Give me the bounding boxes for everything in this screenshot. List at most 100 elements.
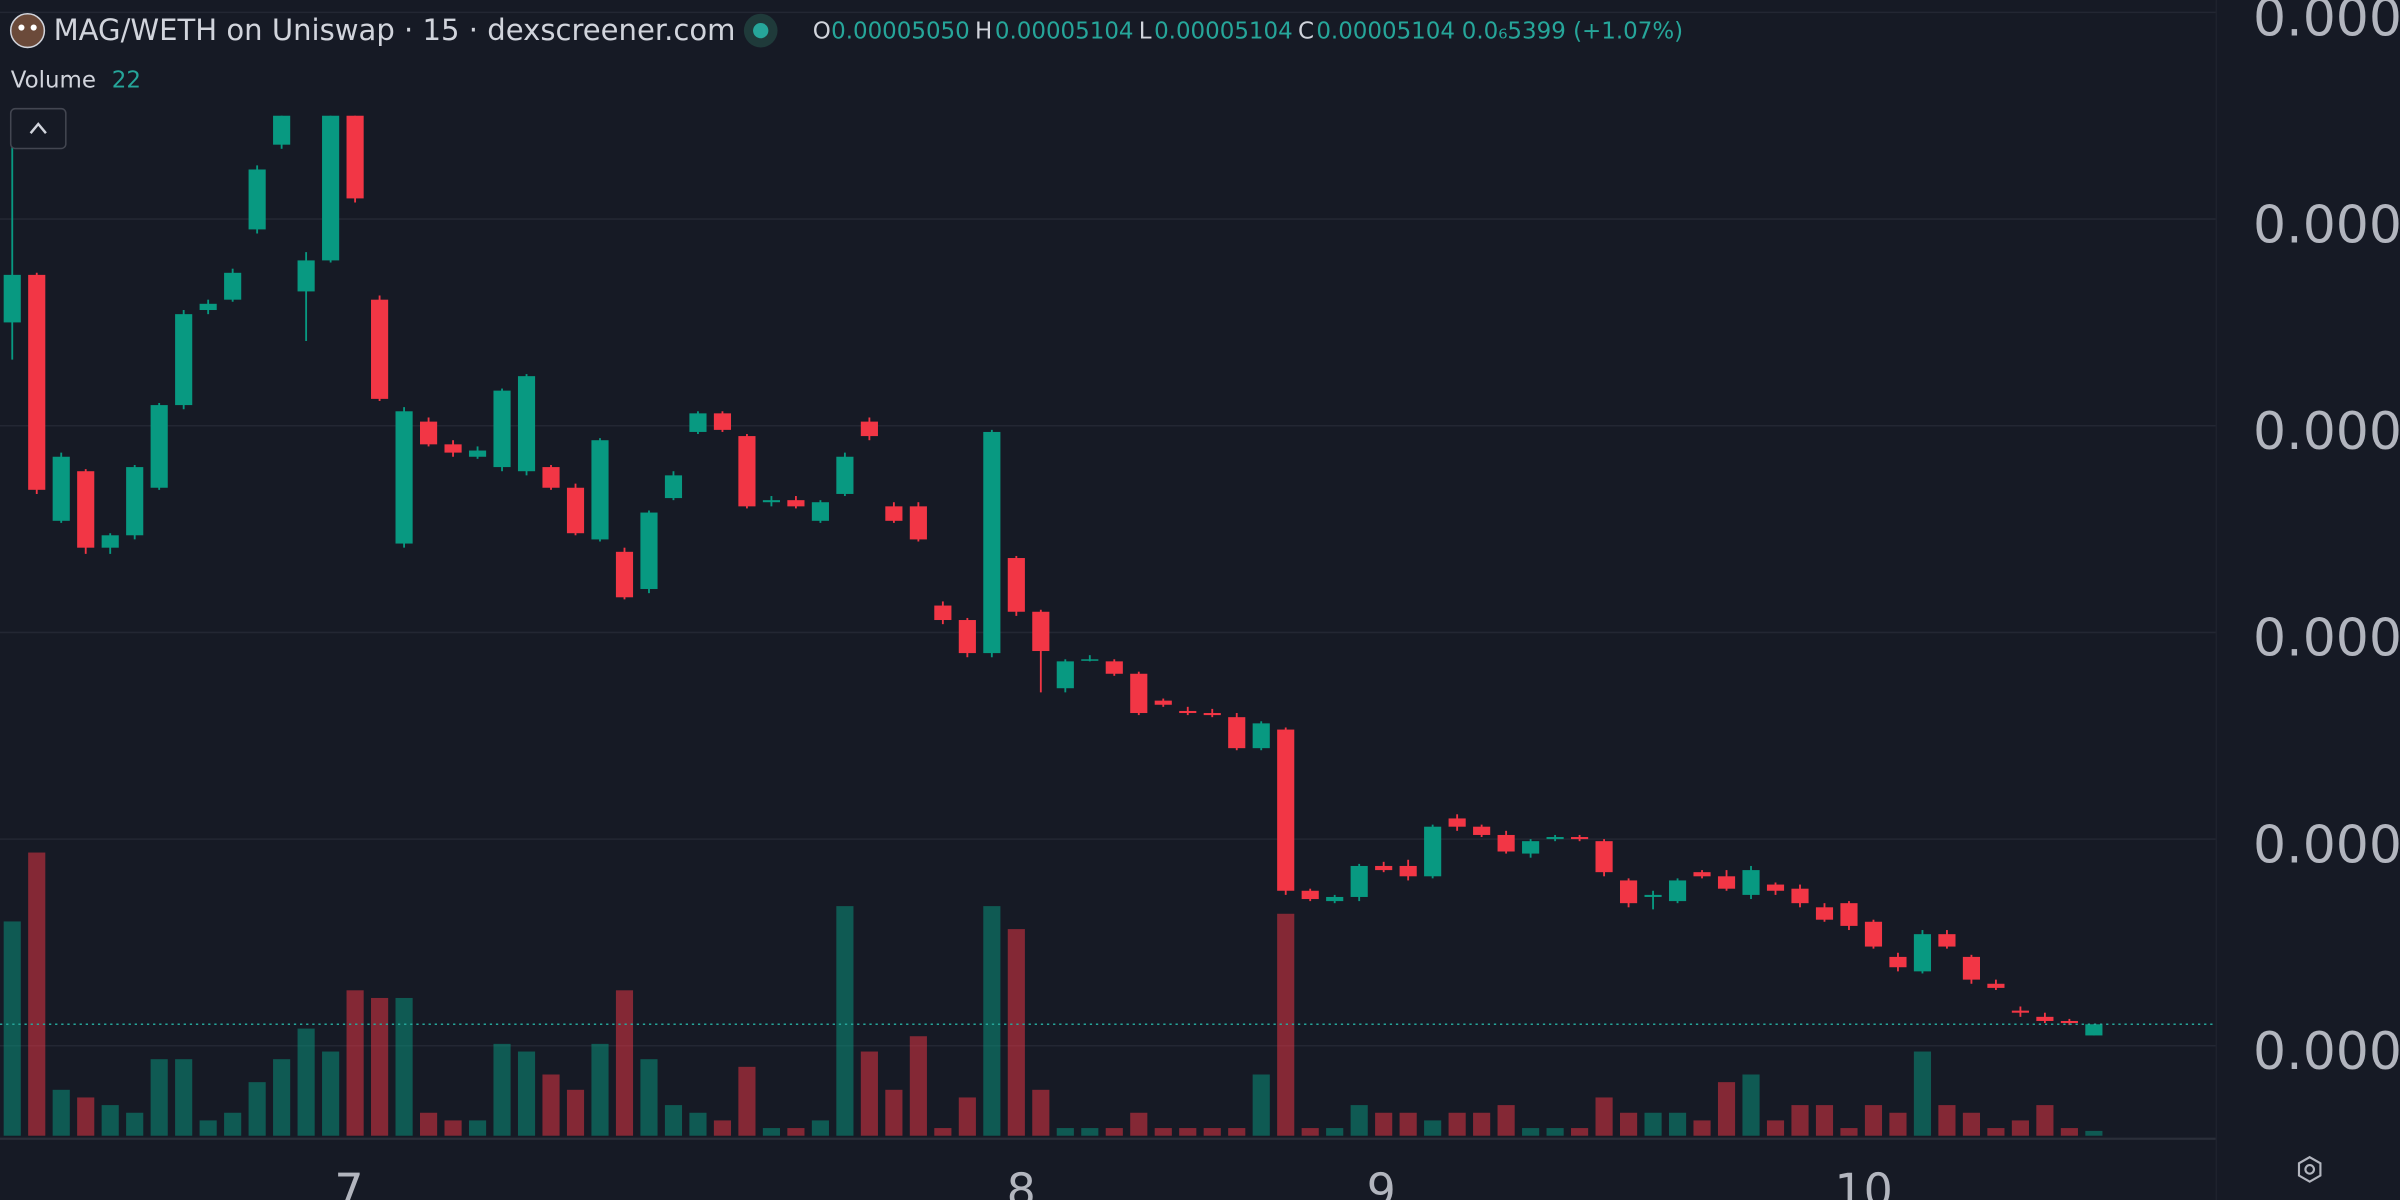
volume-bar [591,1043,609,1136]
candle-body [1448,818,1466,827]
volume-bar [1987,1128,2005,1136]
candle-body [1571,837,1589,840]
open-label: O [813,19,831,45]
volume-bar [1203,1128,1221,1136]
volume-bar [1252,1074,1270,1136]
candle-body [3,274,21,323]
volume-bar [2060,1128,2078,1136]
candle-body [346,115,364,199]
x-tick-label: 8 [1007,1163,1036,1200]
volume-bar [1889,1112,1907,1136]
volume-bar [1644,1112,1662,1136]
volume-bar [175,1059,193,1136]
volume-bar [224,1112,242,1136]
volume-bar [1154,1128,1172,1136]
candle-body [1889,956,1907,968]
volume-bar [738,1066,756,1136]
candle-body [1620,880,1638,904]
volume-bar [1497,1105,1515,1136]
settings-center[interactable] [2304,1164,2316,1175]
y-tick-label: 0.0002 [2253,1022,2400,1082]
candle-body [1522,841,1540,854]
volume-bar [615,990,634,1136]
volume-bar [1007,929,1025,1136]
volume-bar [1424,1120,1442,1136]
volume-bar [640,1059,658,1136]
volume-bar [542,1074,560,1136]
collapse-button-frame[interactable] [9,107,67,150]
volume-bar [1056,1128,1074,1136]
volume-bar [52,1089,70,1136]
candle-body [150,405,168,488]
candle-body [1546,837,1564,840]
volume-bar [1522,1128,1540,1136]
low-value: 0.00005104 [1154,19,1293,45]
volume-bar [322,1051,340,1136]
candle-body [934,605,952,621]
candle-body [885,506,903,521]
candle-body [1007,558,1025,612]
candle-body [1742,870,1760,895]
volume-bar [493,1043,511,1136]
candle-body [1375,865,1393,871]
volume-bar [2011,1120,2029,1136]
candle-body [28,274,46,490]
candle-body [517,376,536,472]
candle-body [1350,865,1368,897]
volume-bar [1350,1105,1368,1136]
volume-bar [1546,1128,1564,1136]
open-value: 0.00005050 [831,19,970,45]
volume-bar [3,921,21,1136]
candle-body [101,535,119,548]
volume-bar [1791,1105,1809,1136]
volume-bar [346,990,364,1136]
candle-body [1032,611,1050,652]
candle-body [1791,888,1809,904]
candle-body [1277,729,1295,891]
settings-button[interactable] [2297,1155,2322,1183]
candle-body [1987,983,2005,988]
collapse-chevron[interactable] [29,122,47,134]
volume-bar [517,1051,536,1136]
candle-body [2085,1024,2103,1036]
volume-bar [860,1051,878,1136]
candle-body [664,475,683,499]
volume-bar [1399,1112,1417,1136]
candle-body [1815,907,1834,920]
candle-body [1717,876,1736,889]
settings-hexagon[interactable] [2297,1155,2322,1183]
candle-body [983,431,1001,654]
volume-bar [909,1036,927,1136]
candle-body [493,390,511,468]
candle-body [1595,841,1613,873]
volume-bar [1032,1089,1050,1136]
y-tick-label: 0.0003 [2253,609,2400,669]
candle-body [1424,826,1442,877]
volume-bar [1105,1128,1123,1136]
high-value: 0.00005104 [995,19,1134,45]
candle-body [1105,661,1123,674]
collapse-button[interactable] [9,107,67,150]
volume-bar [836,906,854,1136]
candle-body [322,115,340,261]
volume-bar [2036,1105,2054,1136]
volume-value: 22 [112,68,141,94]
candle-body [224,272,242,300]
volume-bar [273,1059,291,1136]
y-tick-label: 0.0004 [2253,402,2400,462]
candle-body [1693,872,1711,877]
volume-bar [1130,1112,1148,1136]
volume-bar [787,1128,805,1136]
candle-body [1766,884,1785,891]
candle-body [787,500,805,507]
close-value: 0.00005104 [1316,19,1455,45]
volume-bar [958,1097,976,1136]
status-dot [753,22,769,39]
volume-bar [762,1128,780,1136]
volume-bar [1448,1112,1466,1136]
candle-body [126,467,144,536]
volume-bar [1668,1112,1687,1136]
volume-bar [1375,1112,1393,1136]
candle-body [52,456,70,521]
